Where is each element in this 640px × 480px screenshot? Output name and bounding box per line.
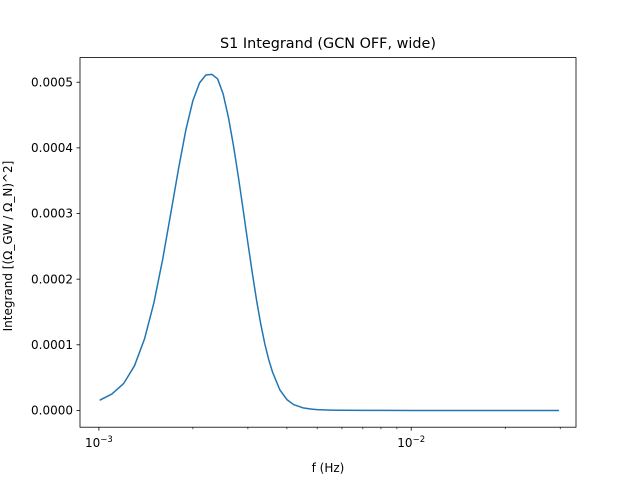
y-tick-label: 0.0005 (31, 75, 73, 89)
chart-title: S1 Integrand (GCN OFF, wide) (220, 36, 436, 52)
axes-frame (79, 57, 577, 428)
x-tick-label: 10−2 (397, 435, 425, 450)
plot-area: 10−3 10−2 0.0000 0.0001 0.0002 0.0003 0.0004 0.… (31, 73, 561, 450)
y-tick-label: 0.0002 (31, 272, 73, 286)
y-tick-label: 0.0004 (31, 141, 73, 155)
y-axis-label: Integrand [(Ω_GW / Ω_N)^2] (1, 161, 15, 332)
series-line (99, 73, 560, 412)
y-tick-label: 0.0000 (31, 404, 73, 418)
y-tick-label: 0.0001 (31, 338, 73, 352)
y-tick-label: 0.0003 (31, 207, 73, 221)
x-tick-label: 10−3 (85, 435, 113, 450)
x-axis-label: f (Hz) (312, 461, 345, 475)
